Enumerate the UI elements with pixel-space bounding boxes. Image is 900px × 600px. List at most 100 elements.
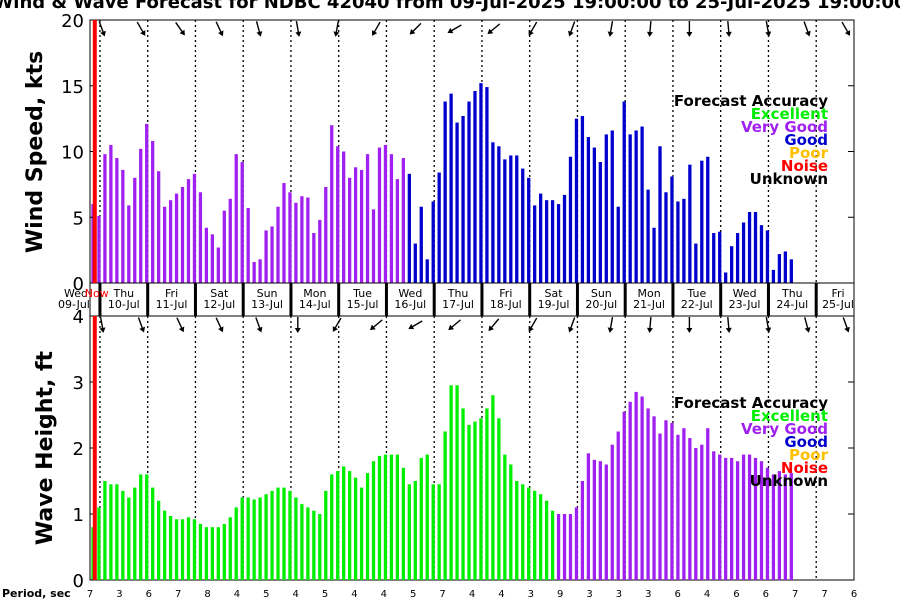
wind-bar xyxy=(330,125,334,283)
wave-bar xyxy=(491,395,495,580)
date-label: 20-Jul xyxy=(585,298,617,311)
wind-direction-arrow xyxy=(215,21,224,37)
wind-bar xyxy=(216,247,220,283)
legend-entry: Very Good xyxy=(741,118,828,136)
period-value: 5 xyxy=(410,589,416,600)
period-value: 3 xyxy=(586,589,592,600)
wind-bar xyxy=(425,259,429,283)
wave-bar xyxy=(730,457,734,580)
wind-direction-arrow xyxy=(487,23,501,35)
wind-direction-arrow xyxy=(841,21,851,36)
period-values: 7 3 6 7 8 4 5 4 5 4 4 5 7 4 4 3 9 3 3 3 6 4 6 6 7 7 6 xyxy=(87,589,857,600)
wind-direction-arrow xyxy=(803,21,811,37)
wind-bar xyxy=(628,134,632,283)
wave-direction-arrows xyxy=(99,316,850,333)
day-of-week-label: Tue xyxy=(686,287,706,300)
wave-bar xyxy=(658,433,662,580)
wave-bar xyxy=(580,481,585,580)
wind-bar xyxy=(413,243,417,283)
wave-bar xyxy=(139,474,143,580)
wave-bar xyxy=(467,424,471,580)
wave-bar xyxy=(282,487,286,580)
date-label: 25-Jul xyxy=(822,298,854,311)
wave-bar xyxy=(461,408,465,580)
wave-bar xyxy=(497,418,501,580)
wave-bar xyxy=(652,416,656,580)
wave-direction-arrow xyxy=(448,319,461,331)
wind-ytick-label: 15 xyxy=(61,77,84,98)
wave-bar xyxy=(777,471,782,580)
wave-direction-arrow xyxy=(528,317,538,332)
wind-direction-arrow xyxy=(646,20,653,37)
wind-bar xyxy=(777,254,782,283)
wind-bar xyxy=(115,158,119,283)
wave-height-panel: 0 1 2 3 4 Wave Height, ft Forecast AccuracyE… xyxy=(33,307,855,592)
wind-bar xyxy=(634,130,638,283)
date-label: 12-Jul xyxy=(203,298,235,311)
wind-bar xyxy=(342,151,346,283)
wind-bar xyxy=(556,204,561,283)
day-of-week-label: Sat xyxy=(545,287,564,300)
period-value: 8 xyxy=(204,589,210,600)
wind-direction-arrow xyxy=(725,20,732,37)
wind-ytick-label: 0 xyxy=(73,274,84,295)
date-label: 16-Jul xyxy=(394,298,426,311)
wind-bar xyxy=(222,210,226,283)
wave-bar xyxy=(324,490,328,580)
legend-entry: Noise xyxy=(781,157,828,175)
day-separator xyxy=(623,283,627,316)
wind-direction-arrow xyxy=(409,22,422,35)
wave-bar xyxy=(789,473,793,580)
wave-bar xyxy=(359,487,364,580)
period-value: 6 xyxy=(146,589,152,600)
day-separator xyxy=(98,283,102,316)
wave-bar xyxy=(145,474,149,580)
day-separator xyxy=(146,283,150,316)
wind-bar xyxy=(771,269,776,283)
wave-direction-arrow xyxy=(686,317,693,333)
wind-bar xyxy=(258,259,262,283)
wave-bar xyxy=(258,497,262,580)
wind-bar xyxy=(735,233,740,283)
wave-direction-arrow xyxy=(725,316,732,333)
wave-ytick-label: 0 xyxy=(73,571,84,592)
legend-entry: Unknown xyxy=(750,170,828,188)
wave-bar xyxy=(216,527,220,580)
wave-direction-arrow xyxy=(765,316,772,333)
period-value: 3 xyxy=(645,589,651,600)
wind-bar xyxy=(700,160,704,283)
wind-bar xyxy=(437,172,441,283)
wind-bar xyxy=(234,154,238,283)
wave-bar xyxy=(640,396,644,580)
wave-bar xyxy=(735,461,740,580)
wind-bar xyxy=(353,167,358,283)
wave-bar xyxy=(676,434,680,580)
legend-entry: Noise xyxy=(781,459,828,477)
date-label: 17-Jul xyxy=(442,298,474,311)
wave-bar xyxy=(443,431,447,580)
date-label: 10-Jul xyxy=(108,298,140,311)
wind-bar xyxy=(228,198,232,283)
wave-bar xyxy=(485,408,489,580)
wave-bar xyxy=(724,457,728,580)
wind-bar xyxy=(586,137,591,283)
legend-entry: Poor xyxy=(789,144,829,162)
wave-direction-arrow xyxy=(137,317,146,333)
wind-bar xyxy=(765,230,770,283)
wave-bar xyxy=(252,499,256,580)
wave-bar xyxy=(616,431,620,580)
wave-bar xyxy=(240,497,244,580)
chart-title: Wind & Wave Forecast for NDBC 42040 from… xyxy=(0,0,900,13)
wind-bar xyxy=(515,155,519,283)
wave-bar xyxy=(353,477,358,580)
period-value: 3 xyxy=(616,589,622,600)
wave-direction-arrow xyxy=(369,319,383,331)
day-of-week-label: Fri xyxy=(499,287,512,300)
wind-bar xyxy=(240,162,244,283)
wind-bar xyxy=(747,211,752,283)
period-value: 7 xyxy=(439,589,445,600)
wind-bar xyxy=(162,206,167,283)
day-separator xyxy=(241,283,245,316)
wave-bar xyxy=(544,500,549,580)
